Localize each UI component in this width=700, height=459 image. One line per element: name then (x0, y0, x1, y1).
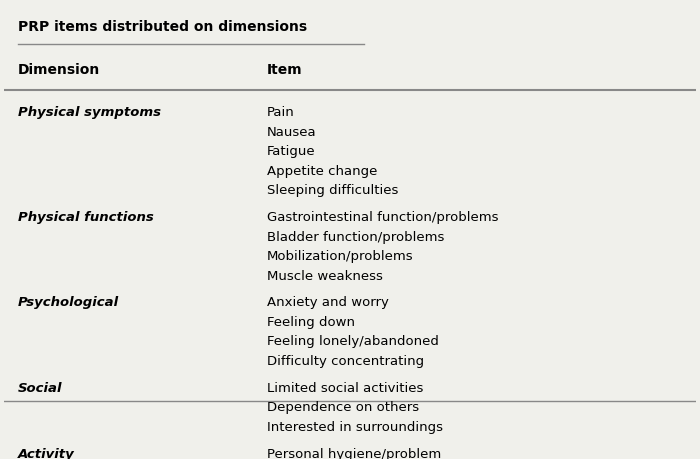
Text: Dependence on others: Dependence on others (267, 400, 419, 414)
Text: Pain: Pain (267, 106, 295, 119)
Text: Fatigue: Fatigue (267, 145, 316, 158)
Text: Psychological: Psychological (18, 296, 119, 309)
Text: Feeling lonely/abandoned: Feeling lonely/abandoned (267, 335, 439, 347)
Text: Social: Social (18, 381, 62, 394)
Text: Sleeping difficulties: Sleeping difficulties (267, 184, 398, 197)
Text: Muscle weakness: Muscle weakness (267, 269, 383, 282)
Text: Anxiety and worry: Anxiety and worry (267, 296, 389, 309)
Text: Physical symptoms: Physical symptoms (18, 106, 161, 119)
Text: Appetite change: Appetite change (267, 164, 377, 177)
Text: Physical functions: Physical functions (18, 211, 154, 224)
Text: Activity: Activity (18, 447, 75, 459)
Text: Dimension: Dimension (18, 63, 100, 77)
Text: Nausea: Nausea (267, 125, 316, 139)
Text: PRP items distributed on dimensions: PRP items distributed on dimensions (18, 20, 307, 34)
Text: Interested in surroundings: Interested in surroundings (267, 420, 443, 433)
Text: Gastrointestinal function/problems: Gastrointestinal function/problems (267, 211, 498, 224)
Text: Mobilization/problems: Mobilization/problems (267, 250, 414, 263)
Text: Bladder function/problems: Bladder function/problems (267, 230, 444, 243)
Text: Difficulty concentrating: Difficulty concentrating (267, 354, 424, 367)
Text: Feeling down: Feeling down (267, 315, 355, 328)
Text: Personal hygiene/problem: Personal hygiene/problem (267, 447, 441, 459)
Text: Item: Item (267, 63, 302, 77)
Text: Limited social activities: Limited social activities (267, 381, 424, 394)
